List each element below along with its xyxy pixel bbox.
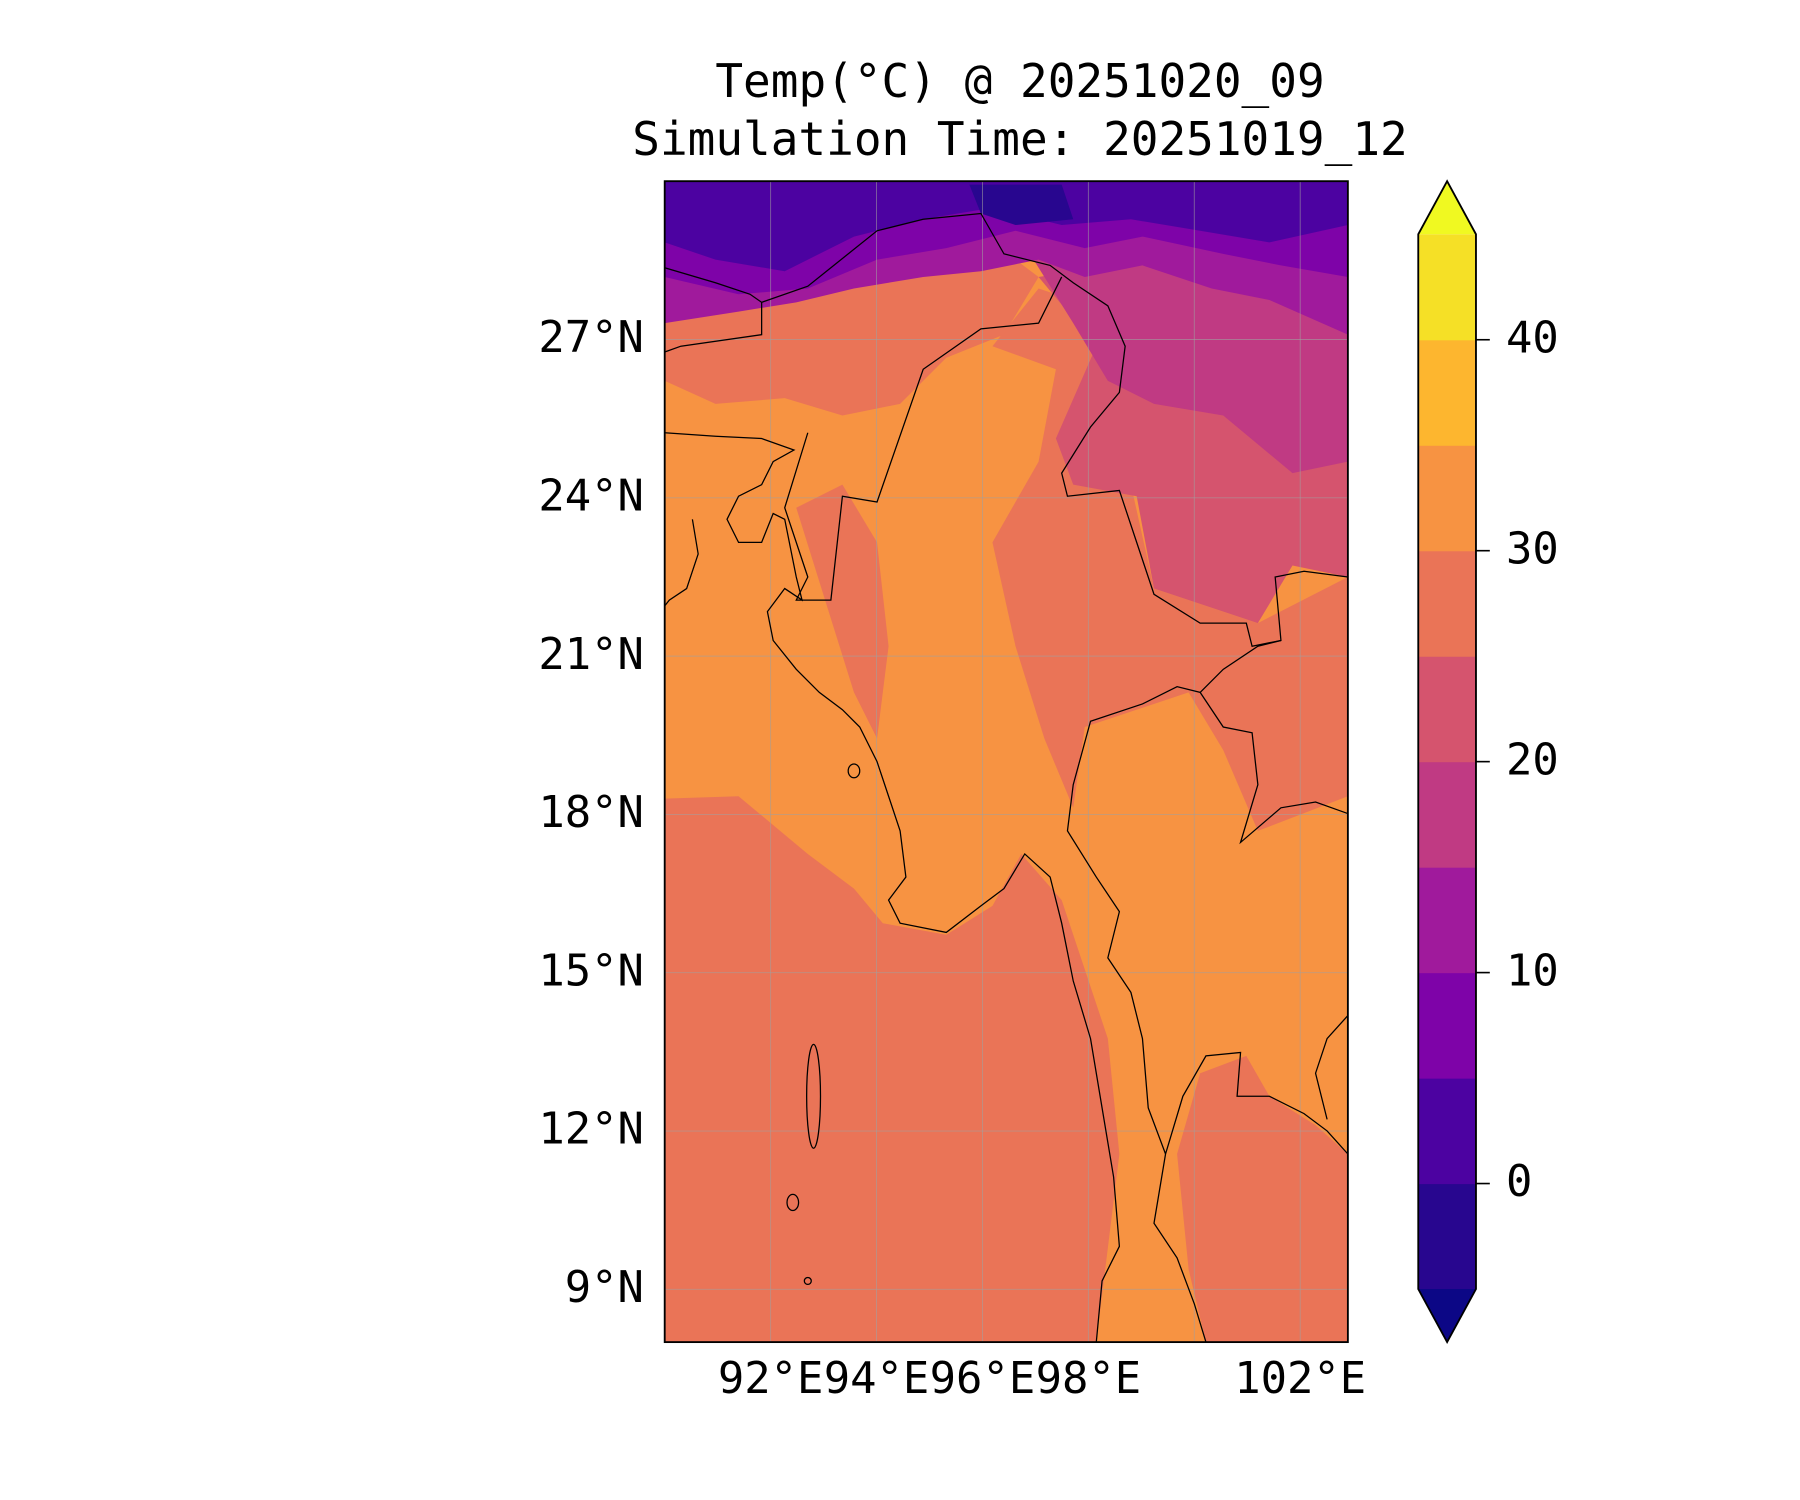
little-andaman <box>786 1193 800 1212</box>
lat-tick-label: 18°N <box>538 787 644 838</box>
lon-tick-label: 92°E <box>718 1353 824 1404</box>
lon-tick-label: 94°E <box>824 1353 930 1404</box>
colorbar-band <box>1418 339 1476 446</box>
border-laos-vietnam <box>1199 692 1348 845</box>
chart-subtitle: Simulation Time: 20251019_12 <box>632 112 1408 166</box>
lon-tick-label: 96°E <box>930 1353 1036 1404</box>
colorbar-outline <box>1417 179 1477 1345</box>
lon-axis: 92°E 94°E 96°E 98°E 102°E <box>718 1353 1366 1404</box>
gridlines <box>664 181 1348 1343</box>
field-gulf-25-30 <box>1177 1055 1348 1343</box>
colorbar-tick-label: 40 <box>1506 312 1559 363</box>
nicobar-island <box>803 1276 812 1286</box>
field-ocean-25-30 <box>664 796 1120 1343</box>
colorbar-band <box>1418 1078 1476 1185</box>
colorbar-band <box>1418 550 1476 657</box>
lat-tick-label: 9°N <box>565 1262 644 1313</box>
colorbar-band <box>1418 761 1476 868</box>
lat-tick-label: 27°N <box>538 312 644 363</box>
field-north-25-30 <box>664 230 1039 416</box>
lat-tick-label: 15°N <box>538 945 644 996</box>
border-cambodia <box>1314 1015 1348 1120</box>
coastline-bangladesh <box>664 519 699 607</box>
border-india-myanmar <box>664 212 1348 647</box>
lat-axis: 27°N 24°N 21°N 18°N 15°N 12°N 9°N <box>538 312 644 1313</box>
border-myanmar-interior <box>664 302 763 353</box>
colorbar-band <box>1418 867 1476 974</box>
colorbar-band <box>1418 1183 1476 1290</box>
lat-tick-label: 12°N <box>538 1104 644 1155</box>
chart-title: Temp(°C) @ 20251020_09 <box>715 54 1325 108</box>
colorbar-extend-over <box>1418 181 1476 235</box>
colorbar-band <box>1418 234 1476 341</box>
colorbar-extend-under <box>1418 1289 1476 1343</box>
colorbar-band <box>1418 445 1476 552</box>
colorbar-tick-label: 0 <box>1506 1156 1532 1207</box>
lat-tick-label: 24°N <box>538 470 644 521</box>
colorbar-tick-label: 10 <box>1506 945 1559 996</box>
border-west <box>784 276 1063 601</box>
colorbar-tick-label: 30 <box>1506 523 1559 574</box>
field-minus5-0 <box>969 184 1074 226</box>
coastline-gulf <box>1153 1051 1348 1343</box>
colorbar: 0 10 20 30 40 <box>1417 179 1559 1345</box>
colorbar-band <box>1418 972 1476 1079</box>
coastlines-borders <box>664 212 1348 1343</box>
lon-tick-label: 98°E <box>1036 1353 1142 1404</box>
lon-tick-label: 102°E <box>1234 1353 1366 1404</box>
colorbar-band <box>1418 656 1476 763</box>
temperature-field <box>664 181 1348 1343</box>
border-myanmar-laos <box>1199 639 1282 693</box>
coastline-bengal <box>664 432 1121 1343</box>
field-0-5 <box>664 181 1348 272</box>
border-thai-laos <box>1066 685 1201 1155</box>
field-arakan-25-30 <box>796 484 889 739</box>
colorbar-tick-label: 20 <box>1506 734 1559 785</box>
andaman-islands <box>806 1043 822 1149</box>
lat-tick-label: 21°N <box>538 629 644 680</box>
cheduba-island <box>847 763 861 779</box>
plot-frame <box>663 180 1349 1344</box>
